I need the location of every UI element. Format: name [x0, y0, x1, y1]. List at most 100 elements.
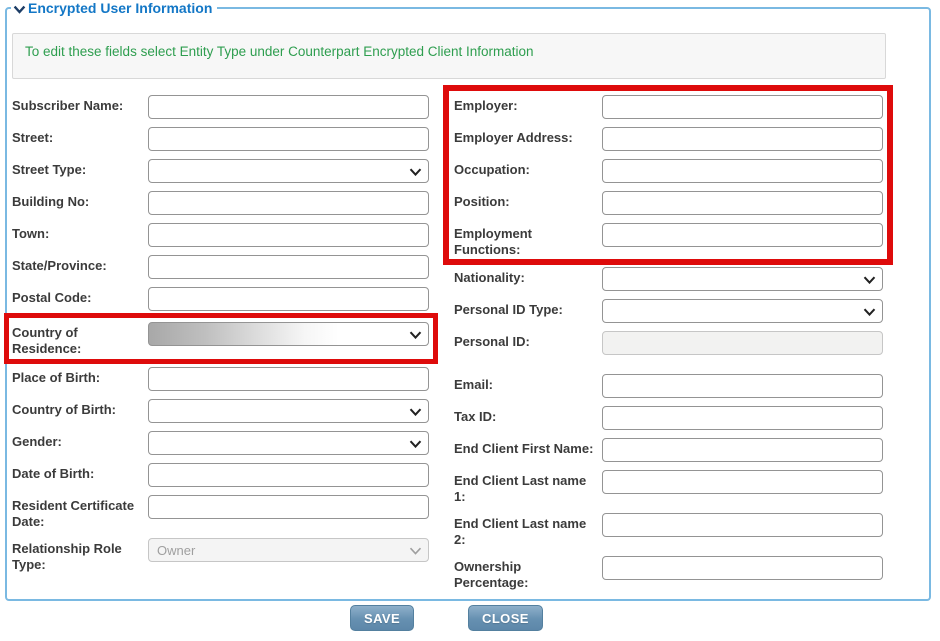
field-row: Position: [454, 191, 887, 215]
ownership-percentage-input[interactable] [602, 556, 883, 580]
position-input[interactable] [602, 191, 883, 215]
field-label: Town: [12, 226, 50, 241]
highlight-frame-employment: Employer: Employer Address: Occupation: … [443, 85, 893, 265]
email-input[interactable] [602, 374, 883, 398]
subscriber-name-input[interactable] [148, 95, 429, 119]
field-row: Subscriber Name: [12, 95, 438, 119]
date-of-birth-input[interactable] [148, 463, 429, 487]
field-row: Postal Code: [12, 287, 438, 311]
field-label: Postal Code: [12, 290, 92, 305]
field-label: Personal ID Type: [454, 302, 563, 317]
field-label: Email: [454, 377, 494, 392]
close-button[interactable]: CLOSE [468, 605, 543, 631]
field-row: State/Province: [12, 255, 438, 279]
field-row: Personal ID: [454, 331, 893, 355]
field-row: Occupation: [454, 159, 887, 183]
gender-select[interactable] [148, 431, 429, 455]
field-label: Building No: [12, 194, 90, 209]
field-row: Street Type: [12, 159, 438, 183]
field-label: Personal ID: [454, 334, 530, 349]
field-row: End Client Last name 1: [454, 470, 893, 505]
field-label: Tax ID: [454, 409, 497, 424]
section-header: Encrypted User Information [11, 0, 218, 17]
street-type-select[interactable] [148, 159, 429, 183]
field-row: End Client First Name: [454, 438, 893, 462]
field-row: End Client Last name 2: [454, 513, 893, 548]
action-buttons: SAVE CLOSE [350, 605, 543, 631]
street-input[interactable] [148, 127, 429, 151]
field-label: Employer Address: [454, 130, 573, 145]
field-label: Gender: [12, 434, 62, 449]
field-row: Email: [454, 374, 893, 398]
employment-functions-input[interactable] [602, 223, 883, 247]
field-label: End Client Last name 1: [454, 473, 587, 504]
section-title: Encrypted User Information [28, 0, 213, 16]
field-row: Gender: [12, 431, 438, 455]
resident-certificate-date-input[interactable] [148, 495, 429, 519]
chevron-down-icon [863, 276, 876, 284]
chevron-down-icon [409, 168, 422, 176]
occupation-input[interactable] [602, 159, 883, 183]
field-row: Building No: [12, 191, 438, 215]
end-client-last-name-1-input[interactable] [602, 470, 883, 494]
field-label: Date of Birth: [12, 466, 95, 481]
field-row: Ownership Percentage: [454, 556, 893, 591]
save-button[interactable]: SAVE [350, 605, 415, 631]
chevron-down-icon [409, 440, 422, 448]
relationship-role-type-select: Owner [148, 538, 429, 562]
notice-text: To edit these fields select Entity Type … [25, 44, 534, 59]
chevron-down-icon [863, 308, 876, 316]
field-label: Country of Birth: [12, 402, 116, 417]
personal-id-input [602, 331, 883, 355]
chevron-down-icon[interactable] [13, 5, 26, 14]
field-row: Town: [12, 223, 438, 247]
field-row: Country of Birth: [12, 399, 438, 423]
country-of-residence-select[interactable] [148, 322, 429, 346]
field-row: Street: [12, 127, 438, 151]
nationality-select[interactable] [602, 267, 883, 291]
field-label: Nationality: [454, 270, 525, 285]
state-province-input[interactable] [148, 255, 429, 279]
chevron-down-icon [409, 331, 422, 339]
field-row: Country of Residence: [12, 322, 433, 357]
field-label: Subscriber Name: [12, 98, 124, 113]
field-label: Occupation: [454, 162, 530, 177]
field-label: Position: [454, 194, 510, 209]
field-row: Employment Functions: [454, 223, 887, 258]
field-row: Employer Address: [454, 127, 887, 151]
encrypted-user-information-panel: Encrypted User Information To edit these… [4, 0, 931, 601]
field-label: End Client First Name: [454, 441, 594, 456]
field-label: Resident Certificate Date: [12, 498, 135, 529]
field-row: Nationality: [454, 267, 893, 291]
building-no-input[interactable] [148, 191, 429, 215]
field-row: Tax ID: [454, 406, 893, 430]
highlight-frame-country-of-residence: Country of Residence: [4, 313, 438, 364]
employer-address-input[interactable] [602, 127, 883, 151]
left-column: Subscriber Name: Street: Street Type: Bu… [4, 95, 438, 581]
field-row: Date of Birth: [12, 463, 438, 487]
place-of-birth-input[interactable] [148, 367, 429, 391]
field-label: State/Province: [12, 258, 107, 273]
end-client-last-name-2-input[interactable] [602, 513, 883, 537]
country-of-birth-select[interactable] [148, 399, 429, 423]
notice-banner: To edit these fields select Entity Type … [12, 33, 886, 79]
postal-code-input[interactable] [148, 287, 429, 311]
employer-input[interactable] [602, 95, 883, 119]
chevron-down-icon [409, 547, 422, 555]
field-label: Street Type: [12, 162, 87, 177]
chevron-down-icon [409, 408, 422, 416]
town-input[interactable] [148, 223, 429, 247]
field-label: Ownership Percentage: [454, 559, 529, 590]
field-label: Employer: [454, 98, 518, 113]
field-row: Personal ID Type: [454, 299, 893, 323]
personal-id-type-select[interactable] [602, 299, 883, 323]
field-label: Employment Functions: [454, 226, 533, 257]
field-row: Place of Birth: [12, 367, 438, 391]
form-area: Subscriber Name: Street: Street Type: Bu… [4, 85, 929, 599]
field-label: Place of Birth: [12, 370, 101, 385]
end-client-first-name-input[interactable] [602, 438, 883, 462]
field-label: Relationship Role Type: [12, 541, 122, 572]
field-label: Street: [12, 130, 54, 145]
tax-id-input[interactable] [602, 406, 883, 430]
field-row: Relationship Role Type: Owner [12, 538, 438, 573]
